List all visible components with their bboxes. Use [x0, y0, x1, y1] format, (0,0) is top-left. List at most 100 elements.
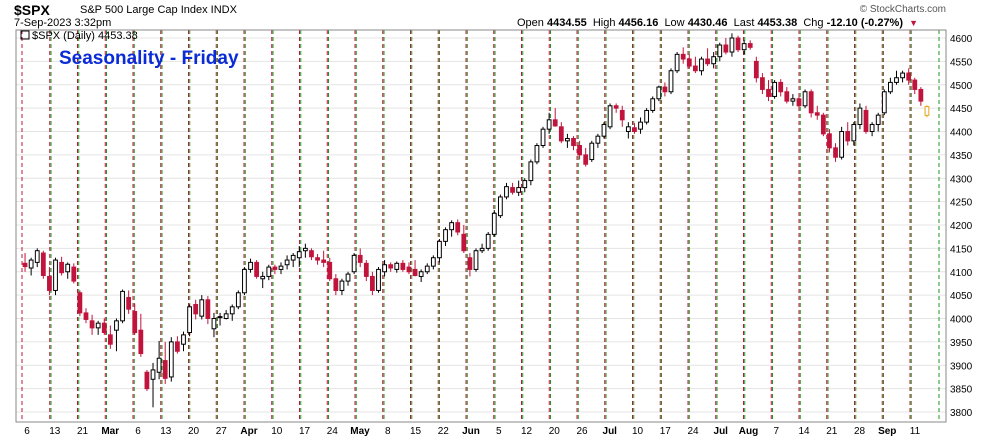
- candle: [705, 48, 710, 67]
- candle: [65, 262, 71, 279]
- candle-body: [418, 271, 424, 277]
- candle-body: [229, 306, 235, 315]
- candle-body: [583, 154, 589, 165]
- candle: [144, 369, 150, 391]
- candle: [522, 178, 528, 193]
- candle: [906, 68, 912, 85]
- candle: [315, 253, 320, 265]
- x-tick-label: 10: [632, 426, 644, 437]
- candle-body: [400, 262, 406, 270]
- candle-body: [485, 233, 491, 249]
- candle-body: [510, 187, 515, 193]
- candle: [327, 257, 333, 282]
- candle-body: [491, 212, 497, 235]
- candle-body: [918, 88, 924, 102]
- y-tick-label: 4100: [950, 268, 973, 279]
- candle-body: [516, 187, 522, 193]
- candle: [162, 341, 168, 384]
- candle-body: [168, 341, 174, 378]
- candle-body: [114, 320, 119, 331]
- down-arrow-icon: ▼: [909, 18, 918, 28]
- candle-body: [266, 266, 272, 277]
- candle-body: [705, 58, 710, 65]
- candle: [302, 243, 308, 258]
- candle: [199, 295, 205, 320]
- candle: [912, 77, 918, 95]
- candle-body: [571, 138, 576, 147]
- candle-body: [778, 81, 784, 93]
- candle-body: [674, 53, 680, 72]
- candle-body: [717, 44, 723, 58]
- candle: [510, 182, 515, 195]
- x-tick-label: 6: [24, 426, 30, 437]
- candle: [528, 159, 534, 186]
- candles-layer: [22, 33, 930, 408]
- candle-body: [888, 81, 893, 93]
- candle-body: [59, 261, 64, 274]
- candle-body: [577, 145, 582, 156]
- candle: [132, 303, 138, 335]
- candle: [644, 108, 650, 125]
- candle: [900, 70, 905, 83]
- candle: [193, 299, 199, 320]
- candle: [181, 331, 186, 352]
- candle-body: [741, 43, 747, 51]
- candle-body: [827, 133, 832, 149]
- candle-body: [625, 126, 631, 132]
- candle-body: [729, 37, 735, 53]
- candle-body: [290, 254, 296, 261]
- candle: [254, 260, 260, 279]
- candle-body: [278, 265, 284, 270]
- candle: [753, 56, 759, 83]
- candle: [607, 103, 613, 130]
- y-tick-label: 3800: [950, 408, 973, 419]
- x-tick-label: Sep: [878, 426, 896, 437]
- y-tick-label: 4500: [950, 81, 973, 92]
- candle: [857, 103, 863, 130]
- x-tick-label: 20: [549, 426, 561, 437]
- candle-body: [796, 98, 802, 107]
- candle: [869, 122, 875, 137]
- candle-body: [504, 186, 509, 198]
- y-tick-label: 4150: [950, 244, 973, 255]
- y-tick-label: 4200: [950, 221, 973, 232]
- candle-body: [363, 262, 369, 277]
- candle: [888, 77, 893, 95]
- candle-body: [638, 121, 643, 130]
- candle: [400, 260, 406, 272]
- candle-body: [370, 275, 375, 291]
- x-tick-label: 10: [271, 426, 283, 437]
- candle-body: [601, 123, 607, 137]
- last-value: 4453.38: [757, 17, 798, 29]
- candle: [650, 96, 656, 113]
- candle-body: [699, 58, 704, 72]
- x-tick-label: Jun: [462, 426, 480, 437]
- candle: [741, 40, 747, 55]
- candle-body: [242, 268, 247, 294]
- candle: [814, 105, 820, 120]
- candle: [699, 56, 704, 76]
- candle-body: [424, 265, 430, 273]
- candle: [796, 94, 802, 109]
- candle-body: [260, 275, 266, 280]
- candle-body: [53, 259, 58, 291]
- candle-body: [790, 98, 796, 102]
- candle: [345, 271, 351, 286]
- x-tick-label: 15: [410, 426, 422, 437]
- candle-body: [302, 247, 308, 252]
- candle-body: [619, 109, 625, 121]
- candle: [59, 256, 64, 276]
- x-tick-label: 5: [496, 426, 502, 437]
- candle-body: [900, 72, 905, 79]
- candle-body: [193, 303, 199, 315]
- candle-body: [22, 262, 28, 268]
- candle-body: [156, 357, 162, 373]
- quote-date: 7-Sep-2023 3:32pm: [14, 17, 112, 29]
- candle: [918, 87, 924, 106]
- candle: [339, 278, 345, 296]
- candle: [418, 269, 424, 283]
- candle: [248, 258, 253, 273]
- candle-body: [382, 264, 387, 273]
- candle: [894, 70, 899, 85]
- candle: [778, 79, 784, 97]
